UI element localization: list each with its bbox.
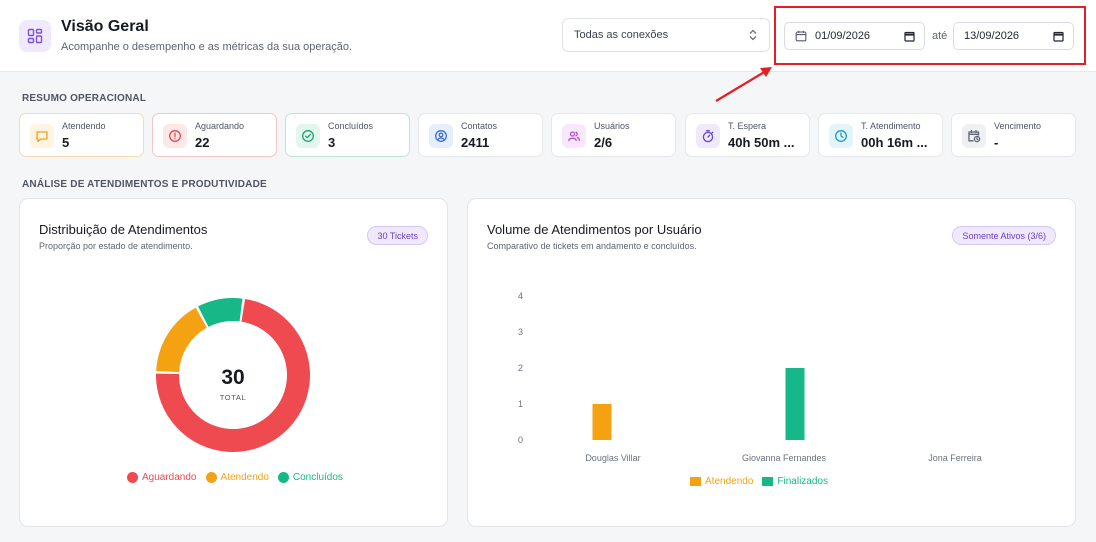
- stat-card-label: Aguardando: [195, 121, 245, 131]
- clock-icon: [829, 124, 853, 148]
- legend-item-finalizados[interactable]: Finalizados: [762, 476, 828, 487]
- volume-legend: Atendendo Finalizados: [690, 476, 837, 487]
- page-header: Visão Geral Acompanhe o desempenho e as …: [0, 0, 1096, 72]
- legend-dot: [205, 472, 217, 483]
- y-tick-label: 0: [518, 435, 523, 445]
- donut-slice-atendendo[interactable]: [156, 307, 207, 373]
- stat-card-value: 40h 50m ...: [728, 135, 795, 150]
- stat-card-value: 2411: [461, 135, 490, 150]
- donut-slice-concluídos[interactable]: [198, 298, 243, 327]
- connection-select[interactable]: Todas as conexões: [562, 18, 770, 52]
- legend-swatch: [690, 477, 701, 486]
- page-title: Visão Geral: [61, 18, 149, 35]
- date-separator: até: [932, 30, 948, 42]
- stat-card-label: T. Espera: [728, 121, 767, 131]
- tickets-badge: 30 Tickets: [367, 226, 428, 245]
- connection-select-value: Todas as conexões: [574, 29, 669, 41]
- stat-card-value: 2/6: [594, 135, 613, 150]
- distribution-donut-chart: 30 TOTAL: [156, 298, 310, 453]
- stat-card-t-atendimento: T. Atendimento 00h 16m ...: [818, 113, 943, 157]
- donut-total-label: TOTAL: [220, 393, 246, 402]
- stat-card-aguardando: Aguardando 22: [152, 113, 277, 157]
- legend-label: Atendendo: [220, 472, 269, 483]
- legend-item-atendendo[interactable]: Atendendo: [690, 476, 753, 487]
- x-tick-label: Jona Ferreira: [928, 453, 982, 463]
- contact-icon: [429, 124, 453, 148]
- volume-title: Volume de Atendimentos por Usuário: [487, 222, 702, 237]
- y-tick-label: 1: [518, 399, 523, 409]
- calendar-icon: [795, 30, 807, 42]
- stat-card-value: 3: [328, 135, 336, 150]
- check-circle-icon: [296, 124, 320, 148]
- stat-card-contatos: Contatos 2411: [418, 113, 543, 157]
- legend-dot: [277, 472, 289, 483]
- summary-section-label: RESUMO OPERACIONAL: [22, 93, 147, 104]
- users-icon: [562, 124, 586, 148]
- stat-card-label: Vencimento: [994, 121, 1042, 131]
- stat-card-value: 5: [62, 135, 70, 150]
- y-tick-label: 3: [518, 327, 523, 337]
- date-from-value: 01/09/2026: [815, 30, 871, 42]
- legend-label: Aguardando: [142, 472, 197, 483]
- analysis-section-label: ANÁLISE DE ATENDIMENTOS E PRODUTIVIDADE: [22, 179, 267, 190]
- stat-card-label: Concluídos: [328, 121, 374, 131]
- x-tick-label: Douglas Villar: [585, 453, 640, 463]
- legend-item-concluídos[interactable]: Concluídos: [277, 472, 343, 483]
- volume-panel: Volume de Atendimentos por Usuário Compa…: [467, 198, 1076, 527]
- stat-card-value: 22: [195, 135, 210, 150]
- donut-slice-aguardando[interactable]: [156, 298, 310, 453]
- annotation-arrow-icon: [715, 67, 772, 102]
- stat-card-label: T. Atendimento: [861, 121, 921, 131]
- volume-bar-chart: 0 1 2 3 4 Douglas Villar Giovanna Fernandes Jon…: [518, 291, 982, 463]
- stat-card-conclu-dos: Concluídos 3: [285, 113, 410, 157]
- stat-card-usu-rios: Usuários 2/6: [551, 113, 676, 157]
- bar-atendendo-0[interactable]: [592, 404, 612, 440]
- date-to-value: 13/09/2026: [964, 30, 1020, 42]
- distribution-panel: Distribuição de Atendimentos Proporção p…: [19, 198, 448, 527]
- message-icon: [30, 124, 54, 148]
- donut-total-value: 30: [221, 366, 244, 389]
- stat-card-label: Usuários: [594, 121, 630, 131]
- active-users-badge: Somente Ativos (3/6): [952, 226, 1056, 245]
- stopwatch-icon: [696, 124, 720, 148]
- date-from-input[interactable]: 01/09/2026: [784, 22, 925, 50]
- legend-label: Concluídos: [292, 472, 343, 483]
- page-subtitle: Acompanhe o desempenho e as métricas da …: [61, 41, 353, 53]
- legend-item-aguardando[interactable]: Aguardando: [127, 472, 197, 483]
- distribution-title: Distribuição de Atendimentos: [39, 222, 208, 237]
- distribution-subtitle: Proporção por estado de atendimento.: [39, 241, 193, 251]
- legend-dot: [127, 472, 138, 483]
- calendar-picker-icon[interactable]: [904, 31, 915, 42]
- alert-circle-icon: [163, 124, 187, 148]
- stat-card-label: Atendendo: [62, 121, 106, 131]
- stat-card-value: 00h 16m ...: [861, 135, 928, 150]
- x-tick-label: Giovanna Fernandes: [742, 453, 827, 463]
- y-tick-label: 4: [518, 291, 523, 301]
- calendar-clock-icon: [962, 124, 986, 148]
- stat-card-value: -: [994, 135, 999, 150]
- chevron-up-down-icon: [749, 29, 757, 41]
- volume-subtitle: Comparativo de tickets em andamento e co…: [487, 241, 697, 251]
- dashboard-grid-icon: [19, 20, 51, 52]
- stat-card-label: Contatos: [461, 121, 498, 131]
- date-to-input[interactable]: 13/09/2026: [953, 22, 1074, 50]
- legend-label: Finalizados: [777, 476, 828, 487]
- legend-swatch: [762, 477, 774, 486]
- stat-card-vencimento: Vencimento -: [951, 113, 1076, 157]
- stat-card-t-espera: T. Espera 40h 50m ...: [685, 113, 810, 157]
- date-range-highlight-box: [774, 6, 1086, 65]
- calendar-picker-icon[interactable]: [1053, 31, 1064, 42]
- y-tick-label: 2: [518, 363, 523, 373]
- legend-label: Atendendo: [705, 476, 754, 487]
- distribution-legend: Aguardando Atendendo Concluídos: [127, 472, 352, 483]
- bar-finalizados-1[interactable]: [785, 368, 805, 440]
- legend-item-atendendo[interactable]: Atendendo: [205, 472, 269, 483]
- stat-card-atendendo: Atendendo 5: [19, 113, 144, 157]
